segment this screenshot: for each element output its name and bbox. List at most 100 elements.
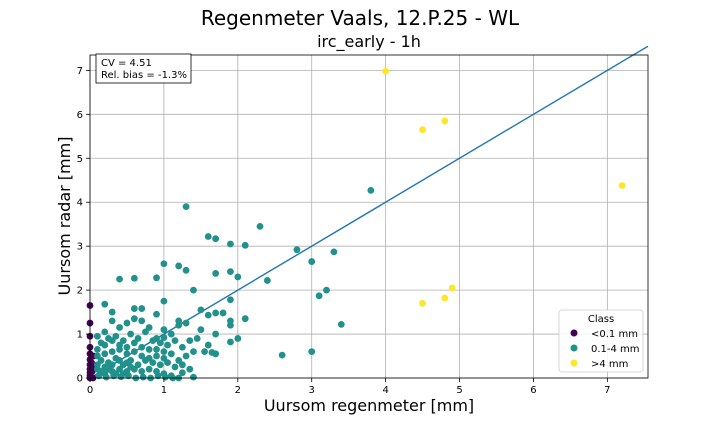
- data-point: [227, 240, 234, 248]
- data-point: [93, 332, 101, 340]
- data-point: [308, 348, 316, 356]
- legend-marker-lt01: [570, 329, 578, 337]
- data-point: [153, 274, 160, 282]
- data-point: [337, 320, 345, 328]
- data-point: [101, 350, 109, 358]
- data-point: [142, 328, 149, 336]
- data-point: [130, 305, 138, 312]
- stats-cv: CV = 4.51: [101, 58, 152, 69]
- data-point: [441, 294, 449, 302]
- data-point: [101, 328, 109, 336]
- x-tick-label: 2: [235, 385, 241, 396]
- data-point: [119, 370, 127, 378]
- data-point: [138, 343, 146, 351]
- data-point: [153, 310, 160, 318]
- data-point: [212, 270, 220, 277]
- data-point: [167, 330, 175, 338]
- data-point: [190, 286, 197, 294]
- data-point: [153, 352, 160, 360]
- data-point: [153, 346, 160, 353]
- data-point: [178, 369, 186, 377]
- data-point: [193, 335, 201, 342]
- data-point: [204, 311, 212, 319]
- data-point: [97, 368, 105, 375]
- series-1: [93, 186, 375, 382]
- data-point: [201, 348, 208, 356]
- data-point: [116, 357, 123, 364]
- data-point: [227, 268, 234, 276]
- data-point: [102, 373, 110, 381]
- chart-subtitle: irc_early - 1h: [317, 32, 421, 52]
- data-point: [419, 126, 426, 134]
- data-point: [160, 348, 168, 356]
- data-point: [101, 341, 109, 349]
- x-tick-label: 3: [309, 385, 315, 396]
- x-tick-label: 7: [604, 385, 610, 396]
- data-point: [182, 266, 190, 274]
- data-point: [164, 341, 172, 349]
- data-point: [182, 319, 190, 327]
- data-point: [108, 308, 116, 316]
- data-point: [145, 365, 153, 373]
- data-point: [171, 363, 179, 371]
- data-point: [138, 317, 146, 325]
- y-tick-label: 5: [77, 154, 83, 165]
- data-point: [105, 365, 112, 373]
- data-point: [138, 352, 146, 360]
- legend-label-lt01: <0.1 mm: [591, 329, 638, 340]
- data-point: [149, 337, 157, 345]
- data-point: [178, 343, 186, 351]
- data-point: [125, 372, 132, 380]
- data-point: [171, 337, 179, 345]
- data-point: [234, 273, 242, 281]
- x-tick-label: 4: [382, 385, 388, 396]
- y-tick-label: 2: [77, 286, 83, 297]
- y-tick-label: 6: [77, 110, 83, 121]
- legend-frame: [558, 309, 644, 373]
- data-point: [145, 354, 153, 362]
- data-point: [263, 277, 271, 284]
- data-point: [219, 309, 227, 317]
- data-point: [323, 286, 330, 294]
- data-point: [116, 275, 123, 283]
- data-point: [161, 373, 169, 381]
- data-point: [382, 67, 390, 75]
- data-point: [186, 337, 194, 345]
- data-point: [204, 341, 212, 349]
- data-point: [130, 339, 138, 347]
- y-tick-label: 7: [77, 66, 83, 77]
- data-point: [139, 373, 147, 381]
- data-point: [212, 309, 220, 317]
- data-point: [227, 321, 234, 329]
- data-point: [167, 350, 175, 358]
- data-point: [116, 341, 123, 349]
- data-point: [101, 300, 109, 308]
- stats-box-frame: [95, 53, 192, 84]
- data-point: [441, 117, 449, 125]
- y-tick-label: 0: [77, 374, 83, 385]
- data-point: [123, 319, 131, 327]
- data-point: [190, 348, 197, 356]
- series-2: [382, 67, 626, 307]
- data-point: [241, 315, 249, 323]
- plot-border: [89, 54, 649, 379]
- x-tick-label: 0: [87, 385, 93, 396]
- data-point: [145, 346, 153, 353]
- x-tick-label: 6: [530, 385, 536, 396]
- data-point: [130, 274, 138, 282]
- axis-ticks: 0 1 2 3 4 5 6 7 0 1 2 3 4 5 6 7: [77, 66, 611, 396]
- y-tick-label: 4: [77, 198, 83, 209]
- data-point: [130, 348, 138, 356]
- y-tick-label: 1: [77, 330, 83, 341]
- data-point: [112, 370, 120, 378]
- legend: Class <0.1 mm 0.1-4 mm >4 mm: [558, 309, 644, 373]
- data-point: [256, 222, 264, 230]
- data-point: [127, 363, 135, 371]
- data-point: [93, 346, 101, 353]
- data-point: [227, 296, 234, 304]
- data-point: [160, 297, 168, 305]
- data-point: [178, 361, 186, 369]
- data-point: [241, 241, 249, 249]
- data-point: [227, 338, 234, 346]
